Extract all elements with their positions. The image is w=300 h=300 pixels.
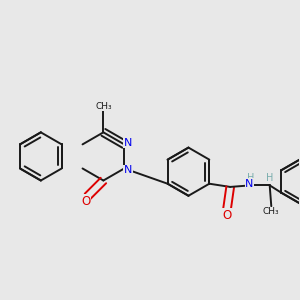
Text: N: N: [245, 179, 253, 189]
Text: H: H: [248, 173, 255, 183]
Text: CH₃: CH₃: [263, 208, 280, 217]
Text: N: N: [124, 165, 132, 175]
Text: H: H: [266, 173, 273, 183]
Text: O: O: [81, 195, 91, 208]
Text: N: N: [124, 138, 132, 148]
Text: CH₃: CH₃: [95, 101, 112, 110]
Text: O: O: [222, 209, 232, 222]
